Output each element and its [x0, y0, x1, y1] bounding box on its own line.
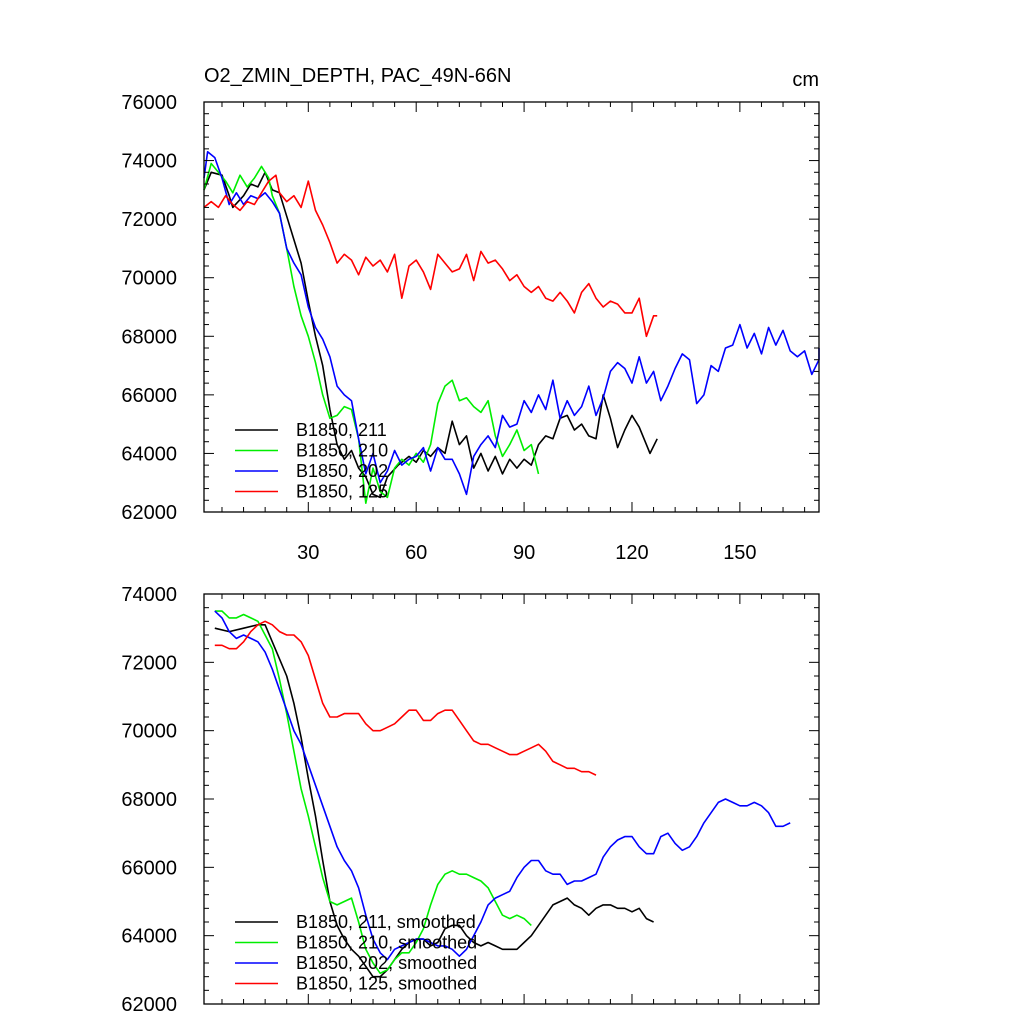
plot-title: O2_ZMIN_DEPTH, PAC_49N-66N — [204, 65, 512, 87]
y-tick-label: 62000 — [121, 994, 177, 1016]
y-tick-label: 72000 — [121, 209, 177, 231]
legend-label-2: B1850, 202 — [296, 461, 388, 481]
series-line-1 — [203, 162, 540, 505]
y-tick-label: 66000 — [121, 385, 177, 407]
legend-label-0: B1850, 211 — [296, 420, 387, 440]
x-tick-label: 60 — [405, 542, 427, 564]
series-line-2 — [203, 151, 820, 496]
legend-label-3: B1850, 125 — [296, 482, 388, 502]
raw-plot-area: 62000 64000 66000 68000 70000 72000 74000 76000… — [121, 92, 820, 564]
y-tick-label: 62000 — [121, 502, 177, 524]
series-line-1 — [214, 610, 532, 975]
plot-frame — [203, 101, 820, 513]
y-tick-label: 64000 — [121, 926, 177, 948]
y-tick-label: 72000 — [121, 652, 177, 674]
series-line-0 — [214, 623, 654, 978]
y-tick-label: 66000 — [121, 857, 177, 879]
y-tick-label: 74000 — [121, 584, 177, 606]
units-label: cm — [792, 69, 819, 91]
y-tick-label: 76000 — [121, 92, 177, 114]
x-tick-label: 30 — [297, 542, 319, 564]
legend-label-2: B1850, 202, smoothed — [296, 953, 477, 973]
legend-label-3: B1850, 125, smoothed — [296, 974, 477, 994]
series-line-0 — [203, 171, 658, 499]
legend-label-0: B1850, 211, smoothed — [296, 912, 476, 932]
y-tick-label: 70000 — [121, 721, 177, 743]
series-line-3 — [203, 174, 658, 338]
x-tick-label: 120 — [615, 542, 648, 564]
y-tick-label: 64000 — [121, 443, 177, 465]
x-tick-label: 150 — [723, 542, 756, 564]
y-tick-label: 68000 — [121, 789, 177, 811]
series-line-3 — [214, 620, 597, 776]
smoothed-plot-area: 62000 64000 66000 68000 70000 72000 74000 B1850… — [121, 584, 820, 1016]
series-line-2 — [214, 610, 791, 961]
y-tick-label: 68000 — [121, 326, 177, 348]
panel-raw: O2_ZMIN_DEPTH, PAC_49N-66N cm 62000 64000… — [121, 65, 820, 564]
panel-smoothed: 62000 64000 66000 68000 70000 72000 74000 B1850… — [121, 584, 820, 1016]
legend-label-1: B1850, 210 — [296, 441, 388, 461]
y-tick-label: 74000 — [121, 151, 177, 173]
x-tick-label: 90 — [513, 542, 535, 564]
y-tick-label: 70000 — [121, 268, 177, 290]
legend-label-1: B1850, 210, smoothed — [296, 933, 477, 953]
